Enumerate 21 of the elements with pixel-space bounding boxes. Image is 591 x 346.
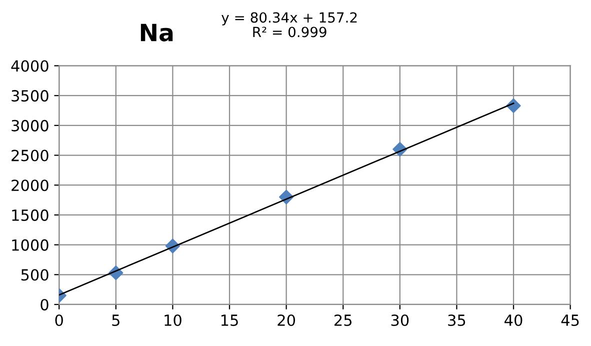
- text: y = 80.34x + 157.2 R² = 0.999: [222, 12, 357, 38]
- y-tick-label: 2000: [12, 180, 48, 192]
- x-tick-label: 35: [448, 314, 466, 326]
- x-tick-label: 40: [504, 314, 522, 326]
- y-tick-label: 3500: [12, 90, 48, 102]
- y-tick-label: 1000: [12, 239, 48, 251]
- y-tick-label: 2500: [12, 150, 48, 162]
- chart-title: Na: [140, 24, 173, 42]
- x-tick-label: 45: [561, 314, 579, 326]
- x-tick-label: 0: [55, 314, 63, 326]
- x-tick-label: 30: [391, 314, 409, 326]
- y-tick-label: 0: [40, 298, 48, 310]
- y-tick-label: 4000: [11, 60, 48, 72]
- x-tick-label: 10: [164, 314, 182, 326]
- x-tick-label: 20: [278, 314, 296, 326]
- x-tick-label: 5: [112, 314, 120, 326]
- x-tick-label: 15: [221, 314, 238, 326]
- y-tick-label: 1500: [12, 209, 48, 221]
- y-tick-label: 500: [21, 269, 48, 281]
- x-tick-label: 25: [334, 314, 352, 326]
- y-tick-label: 3000: [12, 120, 48, 132]
